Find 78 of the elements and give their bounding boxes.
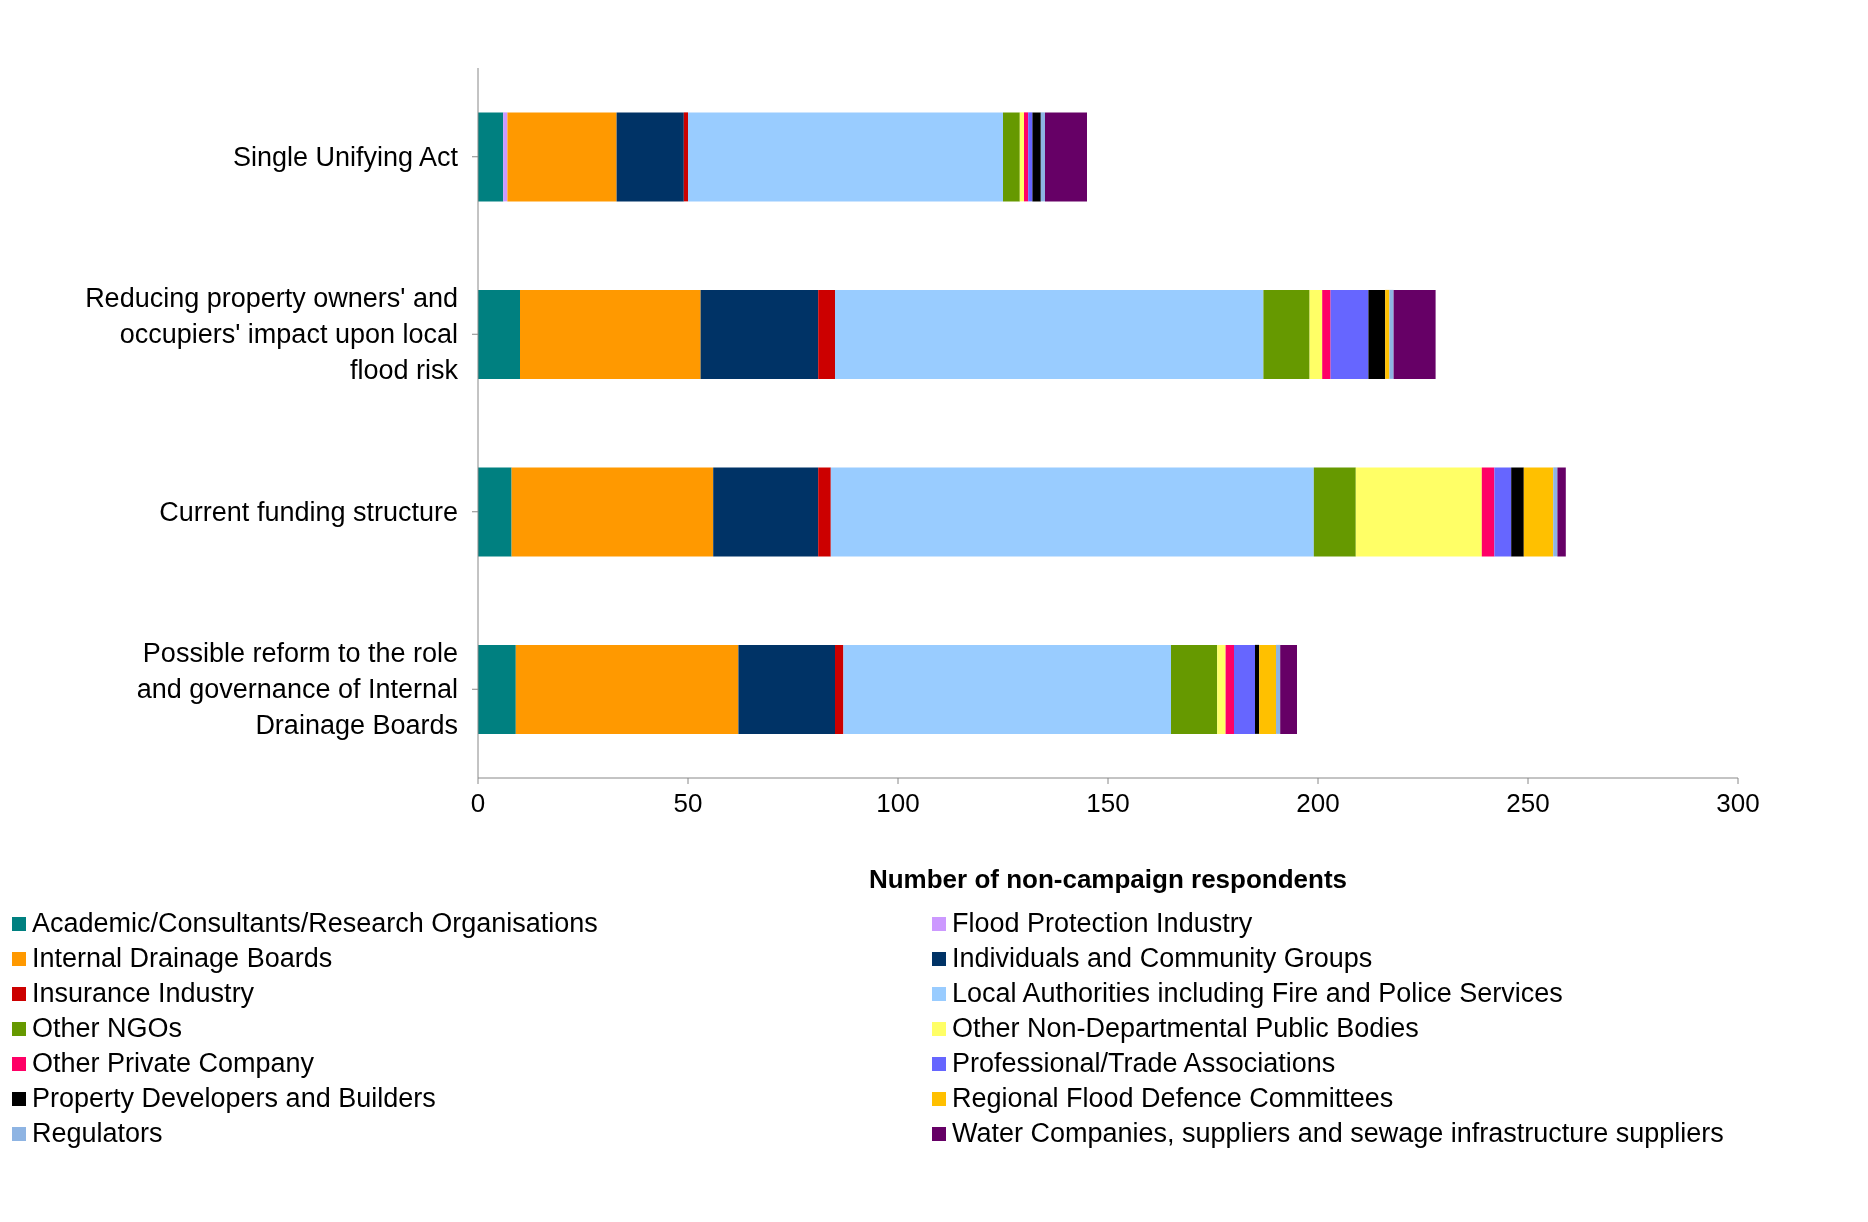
bar (1234, 644, 1255, 734)
bar (843, 644, 1171, 734)
bar (511, 467, 714, 557)
bar (1393, 289, 1436, 379)
x-tick-label: 250 (1506, 788, 1550, 819)
bar (818, 289, 835, 379)
legend-label: Other Private Company (32, 1048, 315, 1079)
bar (515, 644, 739, 734)
legend-label: Regional Flood Defence Committees (952, 1083, 1394, 1114)
bar (1368, 289, 1386, 379)
x-tick-label: 200 (1296, 788, 1340, 819)
bar (1280, 644, 1297, 734)
y-tick-label: Possible reform to the role and governance of Internal Drainage Boards (136, 638, 458, 741)
x-tick-label: 100 (876, 788, 920, 819)
bar (1494, 467, 1512, 557)
bar (478, 467, 512, 557)
legend-label: Insurance Industry (32, 978, 255, 1009)
x-tick-label: 0 (470, 788, 486, 819)
legend-label: Local Authorities including Fire and Police Services (952, 978, 1563, 1009)
y-tick-label: Single Unifying Act (232, 141, 459, 172)
bar (1330, 289, 1369, 379)
bar (507, 112, 617, 202)
bar (1385, 289, 1390, 379)
bar (1255, 644, 1260, 734)
legend-label: Academic/Consultants/Research Organisations (32, 908, 598, 939)
legend-label: Property Developers and Builders (32, 1083, 436, 1114)
bar (520, 289, 701, 379)
bar (738, 644, 835, 734)
bar (700, 289, 819, 379)
x-axis-title: Number of non-campaign respondents (868, 864, 1348, 894)
bar (1557, 467, 1566, 557)
bar (1028, 112, 1033, 202)
bar (1003, 112, 1020, 202)
bar (835, 644, 844, 734)
bar (503, 112, 508, 202)
bar (1322, 289, 1331, 379)
legend-label: Flood Protection Industry (952, 908, 1253, 939)
bar (835, 289, 1264, 379)
bar (818, 467, 831, 557)
bar (478, 289, 520, 379)
x-tick-label: 150 (1086, 788, 1130, 819)
bar (1313, 467, 1356, 557)
x-tick-label: 50 (673, 788, 703, 819)
y-tick-label: Reducing property owners' and occupiers' impact upon local flood risk (85, 283, 459, 386)
bar (478, 112, 504, 202)
bar (1355, 467, 1482, 557)
bar (1553, 467, 1558, 557)
bar (1024, 112, 1029, 202)
bar (1171, 644, 1218, 734)
legend-label: Water Companies, suppliers and sewage infrastructure suppliers (952, 1118, 1724, 1149)
bar (478, 644, 516, 734)
legend-label: Individuals and Community Groups (952, 943, 1373, 974)
bar (1309, 289, 1323, 379)
x-tick-label: 300 (1716, 788, 1760, 819)
bar (830, 467, 1314, 557)
bar (688, 112, 1003, 202)
bar (713, 467, 819, 557)
bar (1259, 644, 1276, 734)
bar (1276, 644, 1281, 734)
bar (616, 112, 684, 202)
legend-label: Other NGOs (32, 1013, 183, 1044)
bar (1032, 112, 1041, 202)
bar (1217, 644, 1226, 734)
bar (1225, 644, 1234, 734)
legend-label: Internal Drainage Boards (32, 943, 333, 974)
bar (1523, 467, 1554, 557)
bar (1263, 289, 1310, 379)
legend-label: Professional/Trade Associations (952, 1048, 1336, 1079)
bar (1019, 112, 1024, 202)
bar (1045, 112, 1087, 202)
legend-label: Regulators (32, 1118, 163, 1149)
legend-label: Other Non-Departmental Public Bodies (952, 1013, 1419, 1044)
y-tick-label: Current funding structure (159, 496, 458, 527)
bar (1481, 467, 1495, 557)
bar (1511, 467, 1524, 557)
bar (683, 112, 688, 202)
bar (1389, 289, 1394, 379)
bar (1040, 112, 1045, 202)
